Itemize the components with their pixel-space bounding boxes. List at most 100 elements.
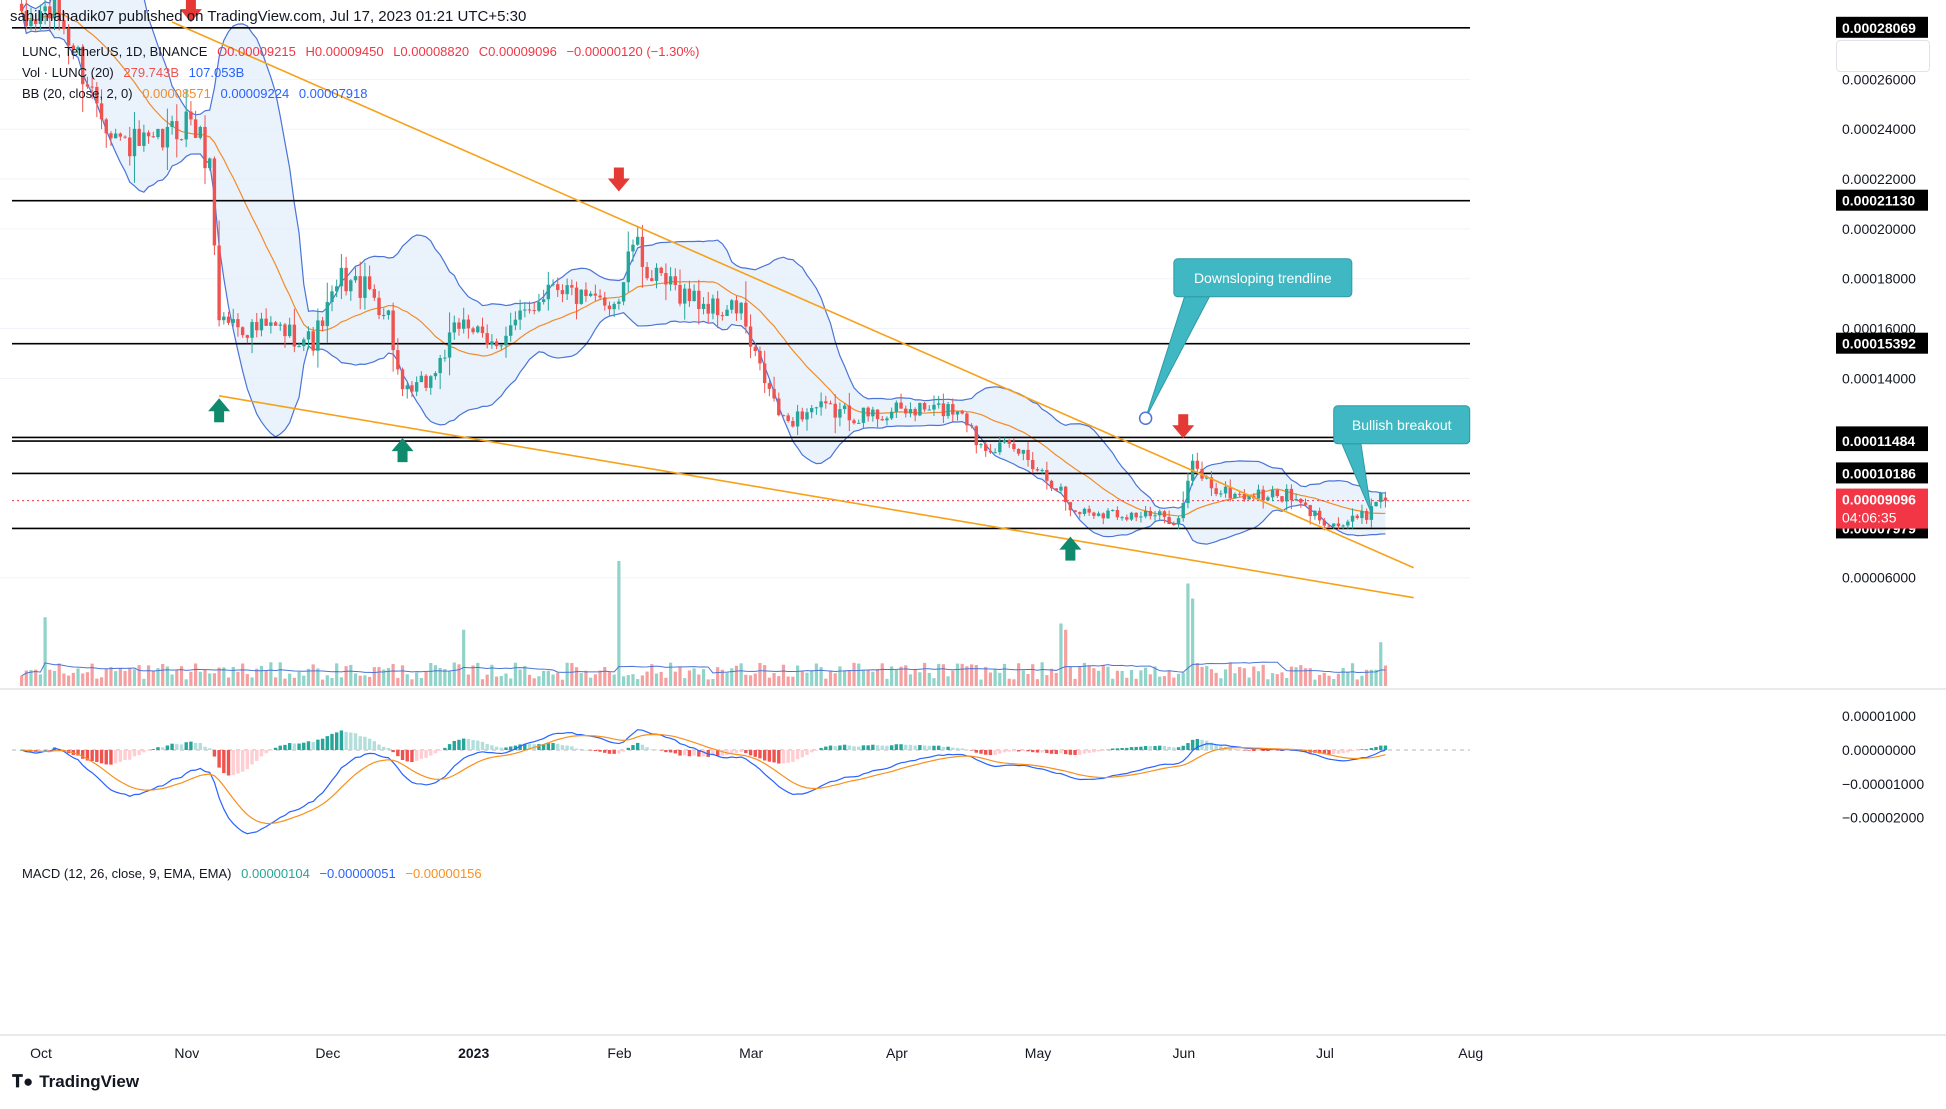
macd-histogram-bar xyxy=(668,750,673,753)
candle-body xyxy=(189,111,193,120)
volume-bar xyxy=(800,671,804,686)
macd-histogram-bar xyxy=(1125,747,1129,750)
candle-body xyxy=(255,322,259,331)
bb-fill xyxy=(21,0,1386,545)
candle-body xyxy=(1360,510,1364,519)
candle-body xyxy=(541,299,546,303)
candle-body xyxy=(1031,460,1035,470)
candle-body xyxy=(447,332,452,358)
candle-body xyxy=(786,415,790,421)
volume-bar xyxy=(231,666,235,686)
volume-bar xyxy=(466,674,470,686)
candle-body xyxy=(518,310,522,320)
candle-body xyxy=(692,290,696,302)
candle-body xyxy=(358,276,362,298)
volume-bar xyxy=(1299,665,1303,686)
macd-histogram-bar xyxy=(1073,750,1077,755)
bb-upper-value: 0.00009224 xyxy=(220,86,290,101)
macd-histogram-bar xyxy=(471,739,475,750)
macd-histogram-bar xyxy=(800,750,804,758)
tradingview-brand: TradingView xyxy=(39,1072,140,1091)
volume-bar xyxy=(490,664,494,686)
candle-body xyxy=(165,126,170,148)
macd-histogram-bar xyxy=(330,733,334,750)
chart-settings-button[interactable] xyxy=(1836,40,1930,72)
candle-body xyxy=(814,407,819,409)
volume-bar xyxy=(128,667,132,686)
volume-bar xyxy=(532,678,536,686)
macd-histogram-bar xyxy=(287,743,292,750)
candle-body xyxy=(1223,486,1228,494)
volume-bar xyxy=(1111,678,1115,686)
volume-bar xyxy=(278,662,282,686)
macd-histogram-bar xyxy=(889,745,894,750)
macd-histogram-bar xyxy=(344,731,348,750)
macd-axis-label: −0.00002000 xyxy=(1842,810,1924,826)
candle-body xyxy=(57,0,61,21)
volume-bar xyxy=(302,675,306,686)
macd-histogram-bar xyxy=(1261,750,1265,751)
candle-body xyxy=(570,285,574,288)
candle-body xyxy=(617,301,621,304)
volume-bar xyxy=(1120,670,1124,686)
macd-histogram-bar xyxy=(429,750,433,756)
candle-body xyxy=(866,407,870,417)
volume-bar xyxy=(1148,674,1152,686)
macd-histogram-bar xyxy=(1158,745,1162,750)
volume-bar xyxy=(226,677,231,686)
price-axis-label: 0.00014000 xyxy=(1842,370,1916,386)
candlesticks xyxy=(19,0,1388,531)
callout-text: Downsloping trendline xyxy=(1194,270,1332,286)
volume-bar xyxy=(838,666,842,686)
volume-bar xyxy=(480,679,485,686)
candle-body xyxy=(1063,486,1068,503)
candle-body xyxy=(1341,525,1345,527)
candle-body xyxy=(913,409,917,416)
candle-body xyxy=(344,267,348,292)
macd-histogram-bar xyxy=(1350,750,1355,752)
macd-histogram-bar xyxy=(1162,745,1167,750)
volume-bar xyxy=(584,670,588,686)
volume-bar xyxy=(386,668,391,686)
volume-bar xyxy=(24,670,28,686)
candle-body xyxy=(405,385,409,390)
candle-body xyxy=(1332,523,1336,527)
buy-arrow-icon xyxy=(1059,536,1082,561)
tradingview-logo[interactable]: 𝐓● TradingView xyxy=(12,1072,139,1092)
volume-bar xyxy=(494,676,499,686)
volume-bar xyxy=(114,671,118,686)
candle-body xyxy=(1021,449,1026,454)
time-axis-label: Feb xyxy=(607,1045,631,1061)
macd-histogram-bar xyxy=(1110,748,1115,750)
candle-body xyxy=(626,251,630,283)
volume-bar xyxy=(814,663,819,686)
volume-bar xyxy=(1200,666,1204,686)
candle-body xyxy=(668,276,673,285)
candle-body xyxy=(382,314,386,316)
level-price-label: 0.00011484 xyxy=(1842,433,1915,449)
candle-body xyxy=(734,300,739,314)
volume-bar xyxy=(1238,667,1242,686)
candle-body xyxy=(650,278,654,281)
candle-body xyxy=(245,335,250,338)
candle-body xyxy=(160,128,165,148)
volume-bar xyxy=(908,674,913,686)
candle-body xyxy=(353,276,358,281)
volume-bar xyxy=(847,669,851,686)
candle-body xyxy=(1261,489,1265,501)
macd-histogram-bar xyxy=(1026,750,1030,752)
candle-body xyxy=(480,326,485,334)
volume-bar xyxy=(1017,663,1021,686)
macd-histogram-bar xyxy=(1115,748,1120,750)
macd-histogram-bar xyxy=(974,750,979,753)
candle-body xyxy=(857,422,861,424)
macd-histogram-bar xyxy=(824,746,828,750)
macd-histogram-bar xyxy=(631,744,635,750)
volume-bar xyxy=(1007,678,1011,686)
volume-bar xyxy=(824,678,828,686)
ohlc-close: C0.00009096 xyxy=(478,44,557,59)
buy-arrow-shaft xyxy=(214,410,225,423)
candle-body xyxy=(523,309,527,311)
